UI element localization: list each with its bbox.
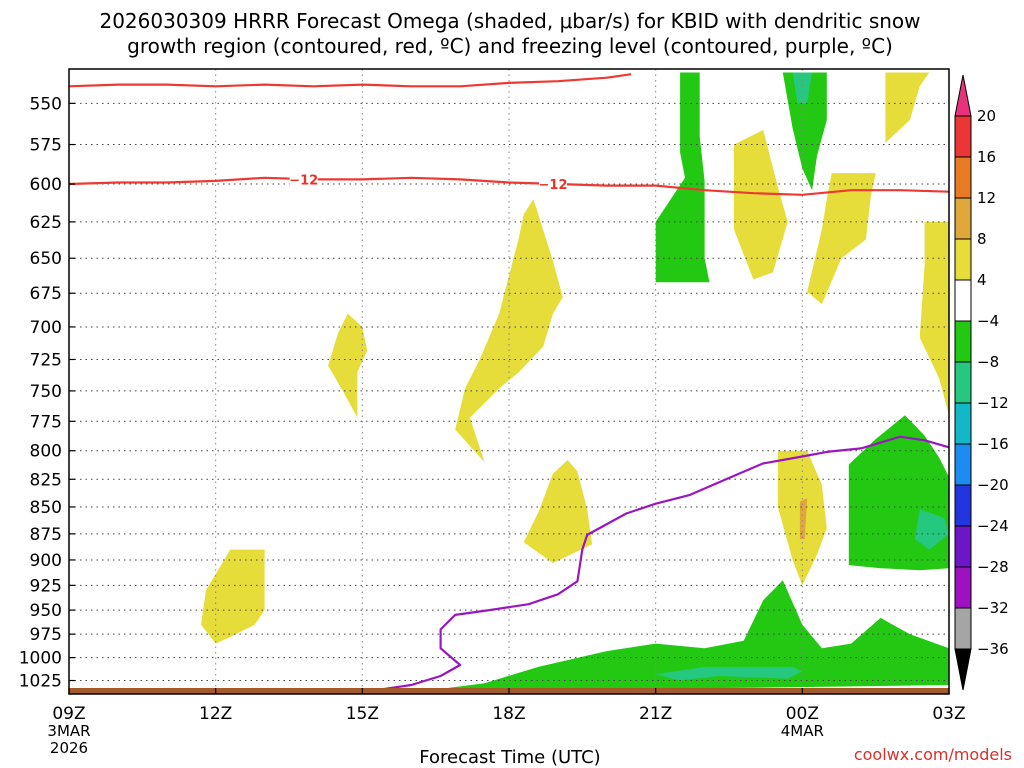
- green-region-top-center: [782, 72, 827, 191]
- minus-12-label-right: −12: [539, 178, 568, 193]
- colorbar-cell-7: [954, 361, 972, 404]
- ytick-label-625: 625: [30, 213, 62, 233]
- ytick-label-950: 950: [30, 601, 62, 621]
- xtick-label-15Z: 15Z: [346, 704, 379, 724]
- ytick-label-775: 775: [30, 412, 62, 432]
- xtick-label-09Z: 09Z: [52, 704, 85, 724]
- colorbar-label-3: 8: [977, 230, 987, 248]
- omega-shading: [201, 72, 949, 690]
- teal-region-bottom: [655, 666, 803, 681]
- ytick-label-600: 600: [30, 175, 62, 195]
- colorbar-label-12: −32: [977, 599, 1009, 617]
- ytick-label-750: 750: [30, 382, 62, 402]
- colorbar-label-10: −24: [977, 517, 1009, 535]
- colorbar-cell-11: [954, 525, 972, 568]
- colorbar-label-9: −20: [977, 476, 1009, 494]
- minus-12-line: [69, 176, 949, 196]
- colorbar-label-2: 12: [977, 189, 996, 207]
- colorbar-bottom-arrow: [954, 648, 972, 691]
- x-axis-label: Forecast Time (UTC): [419, 747, 600, 768]
- green-region-bottom: [435, 580, 949, 690]
- freezing-level-line: [362, 435, 949, 694]
- teal-region-top-center: [792, 72, 813, 104]
- colorbar: 20 16 12 8 4 −4 −8 −12 −16 −20 −24 −28 −32 −36: [954, 74, 1009, 691]
- colorbar-label-13: −36: [977, 640, 1009, 658]
- ytick-label-800: 800: [30, 442, 62, 462]
- y-axis-ticks: 550 575 600 625 650 675 700 725 750 775 800 825 850 8…: [19, 94, 75, 692]
- ytick-label-875: 875: [30, 525, 62, 545]
- colorbar-cell-1: [954, 115, 972, 158]
- colorbar-label-4: 4: [977, 271, 987, 289]
- ytick-label-825: 825: [30, 470, 62, 490]
- colorbar-cell-9: [954, 443, 972, 486]
- xtick-label-00Z: 00Z: [786, 704, 819, 724]
- ytick-label-850: 850: [30, 498, 62, 518]
- colorbar-cell-4: [954, 238, 972, 281]
- colorbar-label-1: 16: [977, 148, 996, 166]
- colorbar-cell-6: [954, 320, 972, 363]
- colorbar-label-8: −16: [977, 435, 1009, 453]
- colorbar-label-7: −12: [977, 394, 1009, 412]
- yellow-region-3: [455, 199, 563, 463]
- yellow-region-8: [919, 221, 949, 416]
- xtick-date-3MAR: 3MAR: [47, 722, 90, 740]
- chart-title-line-1: 2026030309 HRRR Forecast Omega (shaded, …: [99, 9, 920, 33]
- yellow-region-1: [201, 549, 265, 644]
- yellow-region-5: [733, 129, 788, 280]
- yellow-region-7: [885, 72, 930, 143]
- yellow-region-4: [523, 460, 593, 563]
- teal-region-right-mid: [914, 509, 949, 550]
- xtick-date-4MAR: 4MAR: [781, 722, 824, 740]
- watermark: coolwx.com/models: [854, 745, 1012, 764]
- green-region-right-mid: [848, 415, 949, 571]
- ytick-label-725: 725: [30, 350, 62, 370]
- minus-12-label-left-bg: [289, 171, 318, 187]
- green-region-upper-left: [655, 72, 710, 283]
- colorbar-cell-5: [954, 279, 972, 322]
- xtick-label-18Z: 18Z: [492, 704, 525, 724]
- xtick-label-12Z: 12Z: [199, 704, 232, 724]
- colorbar-top-arrow: [954, 74, 972, 117]
- ytick-label-900: 900: [30, 551, 62, 571]
- ytick-label-700: 700: [30, 318, 62, 338]
- colorbar-label-5: −4: [977, 312, 999, 330]
- colorbar-cell-13: [954, 607, 972, 650]
- ytick-label-925: 925: [30, 576, 62, 596]
- colorbar-cell-8: [954, 402, 972, 445]
- colorbar-label-11: −28: [977, 558, 1009, 576]
- yellow-region-6: [807, 173, 876, 305]
- orange-region-9: [799, 498, 808, 540]
- ytick-label-575: 575: [30, 136, 62, 156]
- ytick-label-550: 550: [30, 94, 62, 114]
- ytick-label-975: 975: [30, 625, 62, 645]
- chart-title-line-2: growth region (contoured, red, ºC) and f…: [127, 34, 893, 58]
- ytick-label-650: 650: [30, 249, 62, 269]
- ytick-label-675: 675: [30, 284, 62, 304]
- ytick-label-1000: 1000: [19, 649, 62, 669]
- minus-12-label-left: −12: [289, 173, 318, 188]
- colorbar-cell-2: [954, 156, 972, 199]
- minus-12-label-right-bg: [539, 176, 567, 192]
- colorbar-cell-3: [954, 197, 972, 240]
- colorbar-cell-10: [954, 484, 972, 527]
- xtick-label-03Z: 03Z: [932, 704, 965, 724]
- colorbar-label-6: −8: [977, 353, 999, 371]
- xtick-label-21Z: 21Z: [639, 704, 672, 724]
- ytick-label-1025: 1025: [19, 672, 62, 692]
- xtick-date-2026: 2026: [50, 739, 88, 757]
- gridlines: [69, 69, 949, 694]
- colorbar-label-0: 20: [977, 107, 996, 125]
- minus-18-line: [69, 73, 632, 88]
- yellow-region-2: [328, 313, 368, 418]
- contour-lines: −12 −12: [69, 73, 949, 694]
- colorbar-cell-12: [954, 566, 972, 609]
